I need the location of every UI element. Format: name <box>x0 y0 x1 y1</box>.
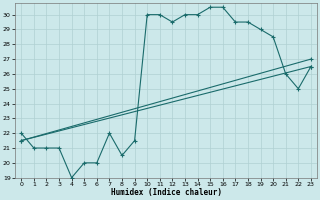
X-axis label: Humidex (Indice chaleur): Humidex (Indice chaleur) <box>111 188 221 197</box>
